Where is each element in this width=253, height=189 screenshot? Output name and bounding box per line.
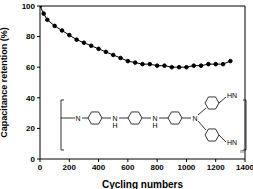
svg-text:Cycling numbers: Cycling numbers <box>102 179 184 189</box>
svg-text:HN: HN <box>227 92 237 99</box>
svg-text:0: 0 <box>31 155 36 164</box>
svg-text:20: 20 <box>26 124 35 133</box>
svg-text:N: N <box>112 115 117 122</box>
svg-text:N: N <box>152 115 157 122</box>
svg-text:60: 60 <box>26 63 35 72</box>
svg-text:n: n <box>240 148 243 154</box>
svg-text:1000: 1000 <box>178 163 196 172</box>
svg-text:80: 80 <box>26 32 35 41</box>
svg-text:HN: HN <box>227 139 237 146</box>
svg-text:400: 400 <box>92 163 106 172</box>
svg-text:600: 600 <box>121 163 135 172</box>
svg-text:H: H <box>112 122 117 129</box>
svg-text:100: 100 <box>22 2 36 11</box>
svg-text:1200: 1200 <box>207 163 225 172</box>
svg-text:H: H <box>152 122 157 129</box>
svg-text:Capacitance retention (%): Capacitance retention (%) <box>8 27 9 138</box>
svg-text:N: N <box>192 115 197 122</box>
svg-text:0: 0 <box>38 163 43 172</box>
svg-text:800: 800 <box>150 163 164 172</box>
svg-text:40: 40 <box>26 94 35 103</box>
svg-text:200: 200 <box>63 163 77 172</box>
svg-text:1400: 1400 <box>236 163 245 172</box>
svg-text:N: N <box>75 115 80 122</box>
